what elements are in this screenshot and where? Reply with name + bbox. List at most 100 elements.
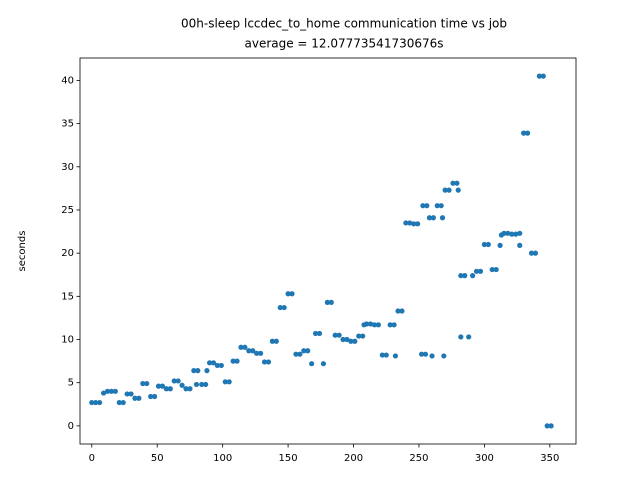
point	[277, 304, 283, 311]
point	[429, 353, 435, 359]
point	[505, 230, 511, 236]
point	[230, 358, 236, 364]
point	[108, 388, 115, 394]
point	[498, 232, 505, 238]
point	[285, 291, 291, 297]
point	[155, 383, 162, 389]
point	[536, 73, 542, 79]
point	[383, 352, 389, 358]
point	[426, 215, 433, 221]
point	[434, 203, 440, 209]
y-tick-label: 15	[61, 291, 74, 302]
point	[415, 221, 421, 227]
point	[305, 348, 311, 354]
point	[281, 304, 287, 311]
point	[548, 423, 554, 429]
point	[148, 393, 154, 400]
point	[466, 334, 472, 340]
y-tick-label: 10	[61, 335, 74, 346]
point	[407, 220, 413, 226]
y-tick-label: 25	[61, 205, 74, 216]
x-tick-label: 150	[279, 453, 298, 464]
point	[361, 322, 367, 328]
point	[422, 351, 429, 357]
y-tick-label: 35	[61, 119, 74, 130]
point	[112, 388, 118, 394]
point	[242, 344, 248, 350]
point	[320, 361, 327, 367]
point	[540, 73, 546, 79]
point	[226, 379, 232, 385]
y-tick-label: 40	[61, 75, 74, 86]
point	[420, 203, 426, 209]
x-tick-label: 200	[344, 453, 363, 464]
point	[328, 299, 334, 305]
point	[509, 231, 515, 237]
point	[489, 266, 495, 273]
point	[289, 291, 295, 297]
point	[521, 130, 527, 136]
point	[387, 322, 393, 328]
x-tick-label: 350	[540, 453, 559, 464]
point	[524, 130, 531, 136]
point	[352, 338, 358, 344]
point	[411, 221, 417, 227]
point	[418, 351, 425, 357]
point	[392, 353, 398, 359]
point	[309, 361, 315, 367]
point	[367, 321, 374, 327]
point	[293, 351, 299, 357]
point	[340, 336, 346, 343]
point	[246, 348, 252, 354]
point	[395, 308, 401, 314]
point	[261, 359, 268, 365]
point	[100, 390, 107, 396]
point	[336, 332, 342, 338]
point	[481, 241, 487, 248]
x-tick-label: 250	[409, 453, 428, 464]
point	[497, 242, 503, 248]
point	[528, 250, 535, 256]
point	[316, 330, 323, 337]
x-tick-label: 50	[151, 453, 164, 464]
point	[163, 386, 169, 392]
point	[458, 273, 464, 279]
point	[332, 332, 338, 338]
point	[210, 360, 217, 366]
point	[93, 399, 99, 406]
point	[136, 395, 142, 401]
point	[470, 273, 476, 279]
point	[441, 353, 447, 359]
point	[446, 187, 452, 193]
point	[517, 230, 523, 236]
point	[254, 350, 260, 356]
x-tick-label: 100	[213, 453, 232, 464]
point	[234, 358, 240, 364]
point	[214, 362, 221, 369]
point	[442, 187, 448, 193]
point	[250, 348, 256, 354]
point	[360, 333, 366, 339]
point	[430, 215, 436, 221]
point	[128, 391, 134, 397]
point	[454, 180, 460, 186]
point	[258, 350, 264, 356]
point	[455, 187, 461, 193]
point	[222, 379, 228, 385]
y-axis-label: seconds	[17, 231, 28, 272]
point	[97, 399, 103, 406]
point	[116, 399, 122, 406]
point	[438, 203, 444, 209]
point	[450, 180, 456, 186]
point	[544, 423, 550, 429]
plot-frame	[79, 57, 577, 445]
point	[167, 386, 173, 392]
point	[462, 273, 468, 279]
point	[375, 322, 381, 328]
point	[301, 348, 307, 354]
point	[265, 359, 272, 365]
point	[183, 386, 189, 392]
point	[485, 241, 491, 248]
point	[151, 393, 158, 400]
point	[140, 380, 146, 387]
